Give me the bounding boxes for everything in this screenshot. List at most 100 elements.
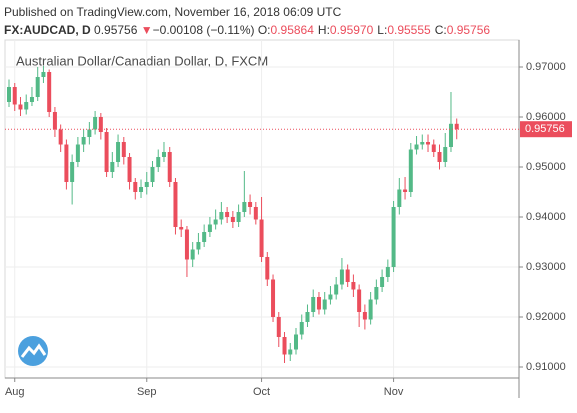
candle-body bbox=[385, 267, 390, 277]
candle-body bbox=[380, 277, 385, 287]
candle-body bbox=[271, 279, 276, 317]
candle-body bbox=[144, 182, 149, 187]
candle-body bbox=[403, 189, 408, 192]
candle-body bbox=[184, 229, 189, 260]
candle-body bbox=[305, 312, 310, 322]
candle-body bbox=[259, 219, 264, 257]
candle-body bbox=[443, 147, 448, 162]
candle-body bbox=[339, 269, 344, 285]
candle-body bbox=[70, 162, 75, 182]
ohlc-value: 0.95555 bbox=[387, 23, 431, 37]
candle-body bbox=[288, 349, 293, 355]
x-tick-label: Sep bbox=[137, 386, 157, 398]
candle-body bbox=[190, 249, 195, 260]
candle-body bbox=[345, 269, 350, 282]
candle-body bbox=[93, 117, 98, 130]
candle-body bbox=[121, 142, 126, 157]
candle-body bbox=[334, 284, 339, 295]
candle-body bbox=[156, 157, 161, 167]
candle-body bbox=[265, 257, 270, 280]
candle-body bbox=[47, 72, 52, 112]
candle-body bbox=[161, 152, 166, 157]
candle-body bbox=[397, 189, 402, 207]
candle-body bbox=[368, 299, 373, 320]
y-tick-label: 0.94000 bbox=[526, 211, 566, 223]
candle-body bbox=[351, 282, 356, 290]
y-tick-label: 0.93000 bbox=[526, 261, 566, 273]
candle-body bbox=[437, 152, 442, 162]
last-price-label: 0.95756 bbox=[525, 123, 565, 135]
candle-body bbox=[29, 97, 34, 102]
candle-body bbox=[391, 207, 396, 267]
candle-body bbox=[35, 77, 40, 97]
candle-body bbox=[230, 217, 235, 222]
ohlc: O:0.95864 H:0.95970 L:0.95555 C:0.95756 bbox=[258, 23, 494, 37]
candle-body bbox=[64, 144, 69, 182]
candle-body bbox=[202, 232, 207, 242]
ohlc-label: H: bbox=[317, 23, 330, 37]
candle-body bbox=[282, 337, 287, 355]
candle-body bbox=[52, 112, 57, 130]
candle-body bbox=[276, 317, 281, 337]
candle-body bbox=[58, 129, 63, 145]
candle-body bbox=[248, 202, 253, 207]
y-tick-label: 0.96000 bbox=[526, 111, 566, 123]
y-tick-label: 0.97000 bbox=[526, 61, 566, 73]
candle-body bbox=[110, 162, 115, 172]
x-tick-label: Aug bbox=[5, 386, 25, 398]
logo bbox=[18, 336, 48, 366]
candle-body bbox=[41, 72, 46, 77]
candle-body bbox=[87, 129, 92, 137]
candle-body bbox=[179, 227, 184, 230]
candle-body bbox=[81, 137, 86, 145]
candle-body bbox=[167, 152, 172, 182]
last-price-box bbox=[520, 121, 572, 138]
candle-body bbox=[213, 219, 218, 225]
published: Published on TradingView.com, November 1… bbox=[4, 5, 342, 19]
candle-body bbox=[374, 287, 379, 300]
candle-body bbox=[294, 334, 298, 350]
candle-body bbox=[12, 87, 17, 105]
candle-body bbox=[7, 87, 11, 102]
candle-body bbox=[362, 312, 367, 320]
change: −0.00108 (−0.11%) bbox=[152, 23, 255, 37]
candle-body bbox=[236, 212, 241, 222]
candle-body bbox=[454, 123, 459, 130]
candle-body bbox=[448, 123, 453, 147]
candle-body bbox=[225, 212, 230, 217]
candle-body bbox=[75, 144, 80, 162]
ohlc-label: L: bbox=[377, 23, 388, 37]
ohlc-label: O: bbox=[257, 23, 271, 37]
candle-body bbox=[299, 322, 304, 335]
candle-body bbox=[408, 149, 413, 192]
candle-body bbox=[426, 142, 431, 145]
candle-body bbox=[420, 142, 425, 145]
candle-body bbox=[150, 167, 155, 182]
ohlc-value: 0.95864 bbox=[270, 23, 314, 37]
symbol: FX:AUDCAD, D bbox=[4, 23, 91, 37]
header: Published on TradingView.com, November 1… bbox=[4, 3, 494, 39]
candle-body bbox=[24, 102, 29, 110]
last: 0.95756 bbox=[94, 23, 138, 37]
candle-body bbox=[253, 207, 258, 220]
candle-body bbox=[414, 144, 419, 150]
arrow: ▼ bbox=[140, 23, 153, 37]
candle-body bbox=[316, 297, 321, 310]
candle-body bbox=[173, 182, 178, 227]
candle-body bbox=[311, 297, 316, 312]
candle-body bbox=[139, 187, 144, 192]
chart-title: Australian Dollar/Canadian Dollar, D, FX… bbox=[16, 53, 268, 68]
y-tick-label: 0.91000 bbox=[526, 361, 566, 373]
y-tick-label: 0.95000 bbox=[526, 161, 566, 173]
x-tick-label: Oct bbox=[253, 386, 270, 398]
candle-body bbox=[104, 132, 109, 172]
candle-body bbox=[242, 202, 247, 212]
quote-line: FX:AUDCAD, D 0.95756 ▼−0.00108 (−0.11%) … bbox=[4, 21, 494, 39]
candle-body bbox=[116, 142, 121, 162]
ohlc-value: 0.95756 bbox=[446, 23, 491, 37]
x-tick-label: Nov bbox=[384, 386, 404, 398]
candle-body bbox=[196, 242, 201, 250]
candle-body bbox=[431, 144, 436, 152]
candle-body bbox=[127, 157, 132, 182]
